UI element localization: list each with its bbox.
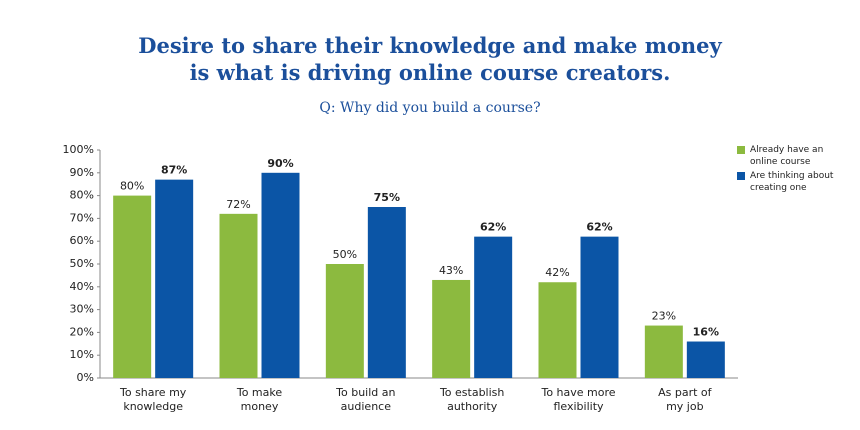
bar [367,207,406,378]
y-tick-label: 40% [70,280,94,293]
value-label: 50% [333,248,357,261]
value-label: 43% [439,264,463,277]
value-label: 62% [480,221,506,234]
value-label: 62% [586,221,612,234]
bar [325,264,364,378]
y-tick-label: 70% [70,211,94,224]
legend-label: Already have an online course [750,145,824,167]
y-tick-label: 100% [63,143,94,156]
y-tick-label: 60% [70,234,94,247]
x-tick-label: To have more flexibility [541,386,616,413]
bar [538,282,577,378]
x-tick-label: To build an audience [336,386,396,413]
bar [580,236,619,378]
value-label: 42% [545,266,569,279]
value-label: 72% [226,198,250,211]
value-label: 23% [652,310,676,323]
bar [113,195,152,378]
x-tick-label: To establish authority [439,386,505,413]
chart-title: Desire to share their knowledge and make… [138,33,722,85]
legend-label: Are thinking about creating one [750,171,834,193]
y-tick-label: 10% [70,348,94,361]
y-tick-label: 50% [70,257,94,270]
y-tick-label: 30% [70,303,94,316]
x-tick-label: To make money [236,386,283,413]
bar [686,341,725,378]
chart-subtitle: Q: Why did you build a course? [319,100,541,116]
bar [644,325,683,378]
bar [219,213,258,378]
y-tick-label: 80% [70,189,94,202]
value-label: 80% [120,180,144,193]
legend-swatch [737,172,745,180]
value-label: 90% [267,157,293,170]
value-label: 75% [374,191,400,204]
y-tick-label: 0% [77,371,94,384]
bar [261,172,300,378]
bar [432,279,471,378]
y-tick-label: 90% [70,166,94,179]
x-tick-label: As part of my job [658,386,712,413]
legend-swatch [737,146,745,154]
y-tick-label: 20% [70,325,94,338]
value-label: 87% [161,164,187,177]
bar [155,179,194,378]
x-tick-label: To share my knowledge [120,386,187,413]
value-label: 16% [693,326,719,339]
bar [474,236,513,378]
